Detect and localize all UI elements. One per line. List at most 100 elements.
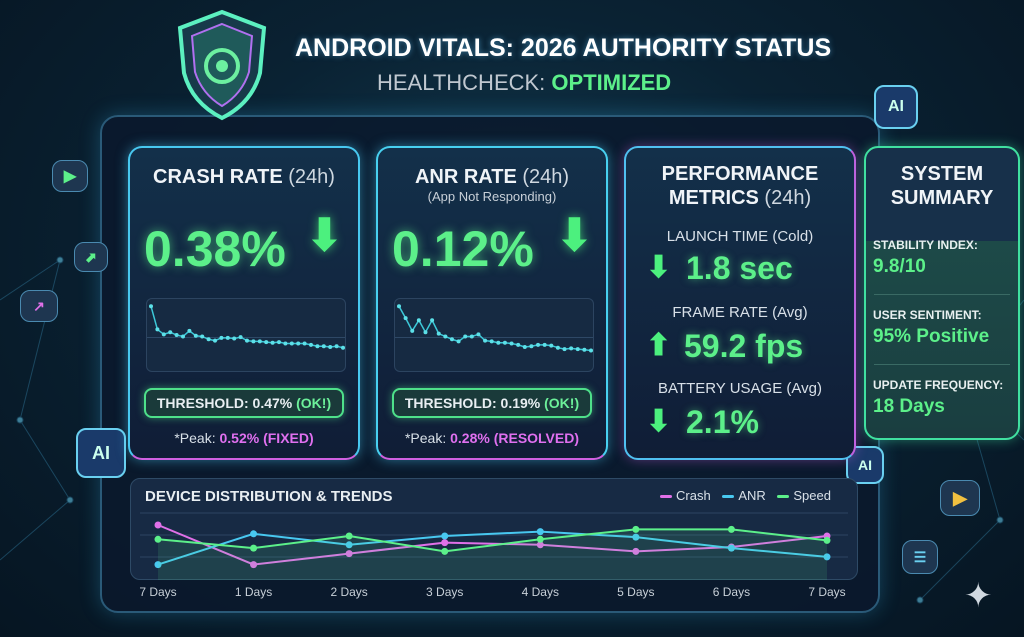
sparkline-point xyxy=(328,344,333,349)
sparkline-point xyxy=(251,339,256,344)
x-tick-label: 7 Days xyxy=(139,585,177,599)
sparkline-point xyxy=(219,335,224,340)
legend-anr: ANR xyxy=(714,488,766,503)
sparkline-point xyxy=(264,340,269,345)
sparkline-point xyxy=(529,344,534,349)
data-point-speed xyxy=(823,536,831,544)
legend-speed: Speed xyxy=(769,488,831,503)
data-point-crash xyxy=(154,521,162,529)
sparkle-icon: ✦ xyxy=(964,577,993,615)
sparkline-point xyxy=(309,342,313,347)
data-point-anr xyxy=(536,528,544,536)
arrow-up-icon: ⬆ xyxy=(646,329,672,362)
data-point-speed xyxy=(250,544,258,552)
trend-down-icon: ⬇ xyxy=(306,211,343,260)
data-point-speed xyxy=(632,525,640,533)
sparkline-point xyxy=(193,333,198,338)
sparkline-point xyxy=(213,338,217,343)
x-tick-label: 5 Days xyxy=(617,585,655,599)
data-point-crash xyxy=(345,550,353,558)
sparkline-point xyxy=(238,335,243,340)
sparkline-point xyxy=(334,344,339,349)
sparkline-point xyxy=(397,304,401,309)
sparkline-point xyxy=(496,340,501,345)
sparkline-point xyxy=(245,338,249,343)
sparkline-point xyxy=(200,334,205,339)
sparkline-point xyxy=(270,340,275,345)
sparkline-point xyxy=(341,345,345,350)
sparkline-point xyxy=(302,341,307,346)
data-point-anr xyxy=(727,544,735,552)
crash-rate-card: CRASH RATE (24h) 0.38% ⬇ THRESHOLD: 0.47… xyxy=(128,146,360,460)
update-frequency-value: 18 Days xyxy=(873,396,945,417)
sparkline-point xyxy=(416,318,421,323)
sparkline-point xyxy=(555,345,560,350)
data-point-crash xyxy=(250,561,258,569)
data-point-anr xyxy=(250,530,258,538)
sparkline-point xyxy=(542,342,547,347)
user-sentiment-label: USER SENTIMENT: xyxy=(873,308,982,322)
chart-title: DEVICE DISTRIBUTION & TRENDS xyxy=(145,488,393,505)
x-tick-label: 4 Days xyxy=(521,585,559,599)
legend-crash: Crash xyxy=(652,488,711,503)
x-tick-label: 2 Days xyxy=(330,585,368,599)
sparkline-point xyxy=(321,344,326,349)
data-point-speed xyxy=(441,547,449,555)
sparkline-point xyxy=(283,341,288,346)
anr-rate-card: ANR RATE (24h) (App Not Responding) 0.12… xyxy=(376,146,608,460)
data-point-anr xyxy=(154,561,162,569)
data-point-anr xyxy=(345,541,353,549)
anr-card-subtitle: (App Not Responding) xyxy=(427,189,557,204)
series-line-speed xyxy=(157,528,828,553)
stability-index-label: STABILITY INDEX: xyxy=(873,238,978,252)
sparkline-point xyxy=(443,334,448,339)
data-point-speed xyxy=(154,535,162,543)
data-point-anr xyxy=(632,533,640,541)
sparkline-point xyxy=(410,328,415,333)
arrow-down-icon: ⬇ xyxy=(646,405,672,438)
crash-rate-value: 0.38% xyxy=(144,221,286,277)
sparkline-point xyxy=(589,348,593,353)
sparkline-point xyxy=(155,327,160,332)
frame-rate-label: FRAME RATE (Avg) xyxy=(672,304,808,321)
series-line-anr xyxy=(157,530,828,566)
sparkline-point xyxy=(187,328,192,333)
summary-card-title: SYSTEM SUMMARY xyxy=(890,163,994,209)
sparkline-point xyxy=(181,334,185,339)
sparkline-point xyxy=(168,330,173,335)
divider xyxy=(874,294,1010,295)
sparkline-point xyxy=(476,332,481,337)
page-title: ANDROID VITALS: 2026 AUTHORITY STATUS xyxy=(295,34,832,62)
sparkline-point xyxy=(516,342,521,347)
data-point-crash xyxy=(632,547,640,555)
data-point-anr xyxy=(441,532,449,540)
series-line-crash xyxy=(157,524,828,566)
sparkline-point xyxy=(502,340,507,345)
data-point-speed xyxy=(727,525,735,533)
sparkline-point xyxy=(225,335,230,340)
trend-up-icon: ↗ xyxy=(20,290,58,322)
anr-card-title: ANR RATE (24h) xyxy=(414,166,570,188)
arrow-down-icon: ⬇ xyxy=(646,251,672,284)
sparkline-point xyxy=(206,337,211,342)
crash-peak: *Peak: 0.52% (FIXED) xyxy=(174,430,314,446)
battery-usage-value: 2.1% xyxy=(686,404,759,440)
battery-usage-label: BATTERY USAGE (Avg) xyxy=(658,380,822,397)
sparkline-point xyxy=(289,341,294,346)
sparkline-point xyxy=(463,334,468,339)
stability-index-value: 9.8/10 xyxy=(873,256,926,277)
sparkline-point xyxy=(549,343,554,348)
sparkline-point xyxy=(456,339,461,344)
anr-sparkline xyxy=(394,298,594,372)
health-status: OPTIMIZED xyxy=(551,70,672,95)
sparkline-point xyxy=(562,347,567,352)
sparkline-point xyxy=(483,338,488,343)
sparkline-point xyxy=(161,332,166,337)
x-tick-label: 3 Days xyxy=(426,585,464,599)
page-subtitle: HEALTHCHECK: OPTIMIZED xyxy=(377,70,671,96)
sparkline-point xyxy=(174,333,179,338)
sparkline-point xyxy=(149,304,153,309)
frame-rate-value: 59.2 fps xyxy=(684,328,804,364)
document-icon: ☰ xyxy=(902,540,938,574)
sparkline-point xyxy=(575,347,580,352)
